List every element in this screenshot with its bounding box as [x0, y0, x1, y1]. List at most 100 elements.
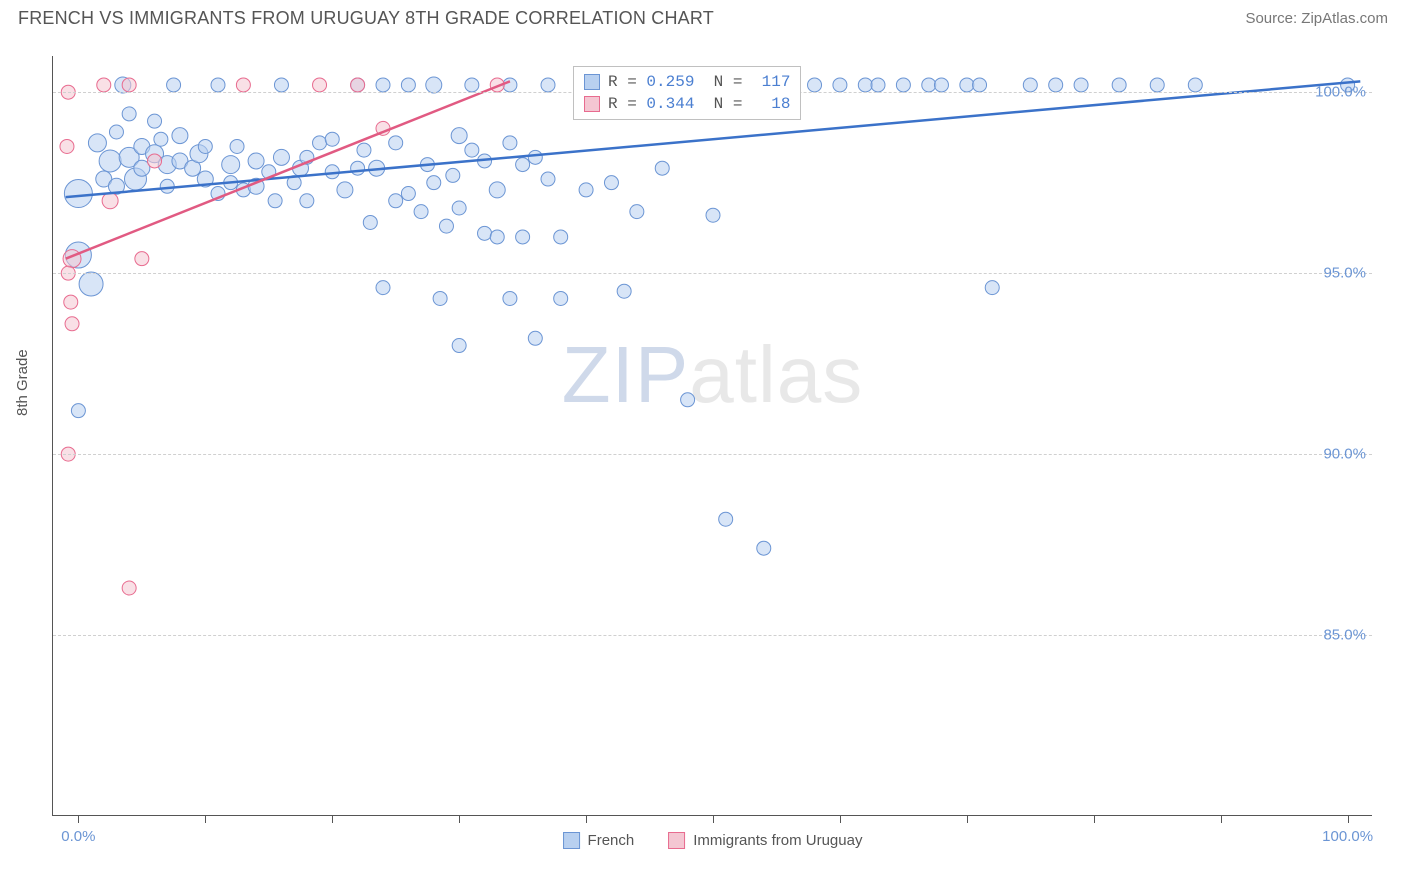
scatter-point — [154, 132, 168, 146]
scatter-point — [211, 78, 225, 92]
scatter-point — [541, 78, 555, 92]
xtick-mark — [840, 815, 841, 823]
scatter-point — [401, 187, 415, 201]
scatter-point — [313, 136, 327, 150]
scatter-point — [973, 78, 987, 92]
scatter-point — [64, 295, 78, 309]
scatter-point — [172, 128, 188, 144]
ytick-label: 85.0% — [1323, 627, 1366, 644]
scatter-point — [148, 114, 162, 128]
chart-container: 8th Grade ZIPatlas 85.0%90.0%95.0%100.0%… — [18, 46, 1388, 846]
legend-swatch-icon — [668, 832, 685, 849]
scatter-point — [160, 179, 174, 193]
scatter-point — [985, 281, 999, 295]
scatter-point — [198, 139, 212, 153]
scatter-point — [64, 180, 92, 208]
scatter-point — [1188, 78, 1202, 92]
scatter-point — [433, 291, 447, 305]
stats-legend: R = 0.259 N = 117R = 0.344 N = 18 — [573, 66, 801, 120]
scatter-point — [617, 284, 631, 298]
scatter-point — [102, 193, 118, 209]
scatter-point — [833, 78, 847, 92]
xtick-label: 100.0% — [1322, 828, 1373, 845]
scatter-point — [452, 339, 466, 353]
scatter-point — [414, 205, 428, 219]
source-label: Source: ZipAtlas.com — [1245, 10, 1388, 27]
xtick-mark — [1094, 815, 1095, 823]
scatter-point — [554, 291, 568, 305]
scatter-point — [122, 107, 136, 121]
scatter-point — [135, 252, 149, 266]
scatter-point — [579, 183, 593, 197]
scatter-point — [934, 78, 948, 92]
scatter-point — [325, 132, 339, 146]
scatter-point — [516, 158, 530, 172]
scatter-point — [503, 78, 517, 92]
scatter-point — [122, 581, 136, 595]
scatter-point — [1049, 78, 1063, 92]
bottom-legend: French Immigrants from Uruguay — [563, 832, 863, 849]
scatter-point — [706, 208, 720, 222]
xtick-mark — [586, 815, 587, 823]
scatter-point — [681, 393, 695, 407]
plot-area: ZIPatlas 85.0%90.0%95.0%100.0%0.0%100.0%… — [52, 56, 1372, 816]
stats-row: R = 0.344 N = 18 — [574, 93, 800, 115]
legend-swatch-icon — [584, 96, 600, 112]
chart-title: FRENCH VS IMMIGRANTS FROM URUGUAY 8TH GR… — [18, 8, 714, 29]
scatter-point — [478, 226, 492, 240]
scatter-point — [960, 78, 974, 92]
scatter-point — [273, 149, 289, 165]
scatter-point — [65, 317, 79, 331]
scatter-point — [313, 78, 327, 92]
scatter-point — [1150, 78, 1164, 92]
gridline-h — [53, 635, 1372, 636]
scatter-point — [401, 78, 415, 92]
scatter-point — [871, 78, 885, 92]
scatter-point — [99, 150, 121, 172]
scatter-point — [376, 281, 390, 295]
scatter-point — [1112, 78, 1126, 92]
scatter-point — [300, 194, 314, 208]
scatter-point — [922, 78, 936, 92]
xtick-mark — [78, 815, 79, 823]
scatter-point — [351, 78, 365, 92]
y-axis-label: 8th Grade — [14, 349, 31, 416]
scatter-point — [1074, 78, 1088, 92]
scatter-point — [79, 272, 103, 296]
legend-label: Immigrants from Uruguay — [693, 832, 862, 849]
scatter-point — [452, 201, 466, 215]
ytick-label: 100.0% — [1315, 84, 1366, 101]
scatter-point — [389, 136, 403, 150]
scatter-point — [389, 194, 403, 208]
scatter-point — [97, 78, 111, 92]
ytick-label: 95.0% — [1323, 265, 1366, 282]
scatter-point — [757, 541, 771, 555]
scatter-point — [122, 78, 136, 92]
scatter-point — [655, 161, 669, 175]
xtick-mark — [459, 815, 460, 823]
header: FRENCH VS IMMIGRANTS FROM URUGUAY 8TH GR… — [0, 0, 1406, 35]
scatter-point — [351, 161, 365, 175]
scatter-point — [363, 215, 377, 229]
scatter-point — [427, 176, 441, 190]
scatter-point — [376, 78, 390, 92]
scatter-point — [808, 78, 822, 92]
scatter-point — [1023, 78, 1037, 92]
scatter-point — [230, 139, 244, 153]
xtick-mark — [205, 815, 206, 823]
scatter-point — [109, 125, 123, 139]
scatter-point — [896, 78, 910, 92]
ytick-label: 90.0% — [1323, 446, 1366, 463]
scatter-point — [222, 156, 240, 174]
scatter-point — [503, 136, 517, 150]
scatter-point — [465, 143, 479, 157]
scatter-point — [71, 404, 85, 418]
scatter-point — [426, 77, 442, 93]
scatter-point — [528, 150, 542, 164]
legend-swatch-icon — [584, 74, 600, 90]
gridline-h — [53, 454, 1372, 455]
scatter-point — [337, 182, 353, 198]
legend-label: French — [588, 832, 635, 849]
xtick-mark — [713, 815, 714, 823]
gridline-h — [53, 273, 1372, 274]
